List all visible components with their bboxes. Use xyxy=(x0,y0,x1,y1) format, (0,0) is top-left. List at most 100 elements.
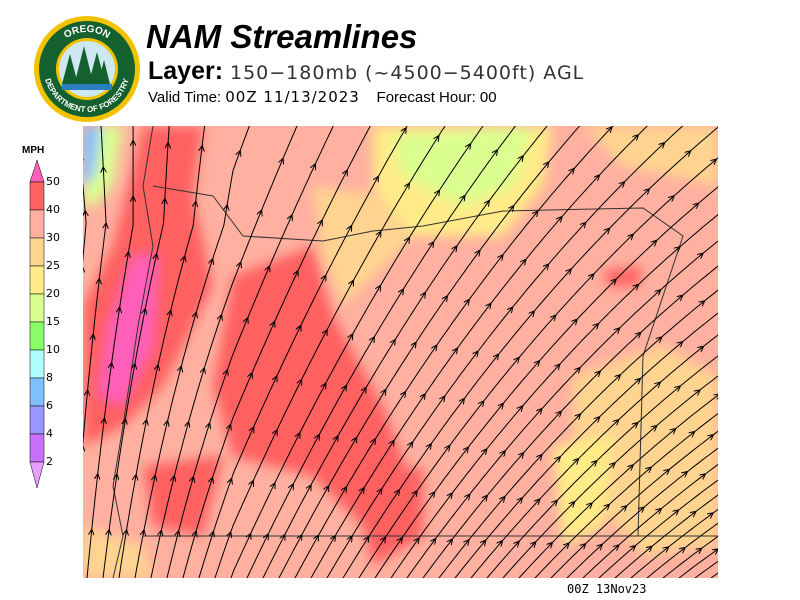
streamline-arrow xyxy=(195,313,196,317)
streamline-arrow xyxy=(299,536,301,540)
streamline-arrow xyxy=(298,433,300,437)
streamlines xyxy=(83,126,718,578)
streamline-arrow xyxy=(702,474,705,476)
streamline-arrow xyxy=(211,478,212,482)
streamline-arrow xyxy=(557,457,560,460)
streamline-arrow xyxy=(616,328,619,331)
streamline-arrow xyxy=(324,276,326,280)
streamline-arrow xyxy=(617,375,620,378)
streamline-arrow xyxy=(566,544,569,547)
streamline-arrow xyxy=(393,340,395,343)
streamline-arrow xyxy=(336,437,338,440)
streamline xyxy=(198,126,408,578)
valid-time-value: 00Z 11/13/2023 xyxy=(225,88,360,106)
streamline-arrow xyxy=(455,349,457,352)
streamline-arrow xyxy=(351,281,353,285)
streamline-arrow xyxy=(488,304,490,307)
streamline-arrow xyxy=(571,502,574,505)
streamline-arrow xyxy=(226,206,227,210)
streamline-arrow xyxy=(354,438,356,441)
streamline xyxy=(710,572,718,578)
streamline-arrow xyxy=(558,412,561,415)
streamline-arrow xyxy=(160,531,161,535)
streamline-arrow xyxy=(344,386,346,389)
streamline-arrow xyxy=(437,191,439,194)
streamline xyxy=(83,126,107,447)
streamline-arrow xyxy=(326,486,328,489)
legend-label: 6 xyxy=(46,399,53,412)
streamline-arrow xyxy=(595,324,598,327)
streamline-arrow xyxy=(577,415,580,418)
streamline-arrow xyxy=(520,453,523,456)
streamline-arrow xyxy=(154,476,155,480)
streamline-arrow xyxy=(317,435,319,439)
streamline xyxy=(390,214,718,578)
streamline-arrow xyxy=(401,290,403,293)
streamline-arrow xyxy=(589,503,592,506)
streamline-arrow xyxy=(709,513,712,515)
streamline-arrow xyxy=(606,229,609,232)
streamline-arrow xyxy=(559,217,562,220)
streamline-arrow xyxy=(679,342,682,345)
streamline-arrow xyxy=(220,315,221,319)
streamline-arrow xyxy=(687,151,690,154)
streamline-arrow xyxy=(465,448,467,451)
streamline-arrow xyxy=(535,212,538,215)
streamline-arrow xyxy=(290,216,292,220)
streamline-arrow xyxy=(698,549,701,551)
streamline-arrow xyxy=(606,505,609,508)
streamline-arrow xyxy=(713,160,716,163)
streamline-arrow xyxy=(260,211,262,215)
streamline-arrow xyxy=(454,247,456,250)
streamline-arrow xyxy=(468,144,470,147)
streamline-arrow xyxy=(630,235,633,238)
streamline-arrow xyxy=(520,407,523,410)
state-borders xyxy=(112,126,718,578)
streamline-arrow xyxy=(195,532,196,536)
legend-swatch xyxy=(29,265,45,295)
streamline-arrow xyxy=(546,163,549,166)
streamline-arrow xyxy=(637,379,640,382)
streamline xyxy=(438,289,718,578)
streamline-arrow xyxy=(275,377,277,381)
forecast-hour-label: Forecast Hour: xyxy=(376,89,476,106)
streamline-arrow xyxy=(495,151,497,154)
forecast-hour-value: 00 xyxy=(479,89,497,106)
streamline-arrow xyxy=(681,548,684,550)
streamline-arrow xyxy=(325,330,327,334)
streamline-arrow xyxy=(632,546,635,549)
legend-swatch xyxy=(29,321,45,351)
streamline xyxy=(134,126,250,578)
streamline-arrow xyxy=(109,530,110,534)
streamline xyxy=(614,494,718,578)
streamline-arrow xyxy=(630,465,633,468)
streamline-arrow xyxy=(299,380,301,384)
streamline-arrow xyxy=(615,420,618,423)
streamline-arrow xyxy=(378,286,380,289)
streamline-arrow xyxy=(496,355,498,358)
streamline-arrow xyxy=(366,537,368,540)
streamline-arrow xyxy=(211,260,212,264)
streamline xyxy=(470,334,718,578)
streamline-arrow xyxy=(467,495,469,498)
streamline-arrow xyxy=(376,177,378,180)
streamline-arrow xyxy=(344,487,346,490)
streamline-arrow xyxy=(671,196,674,199)
streamline-arrow xyxy=(125,420,126,424)
streamline-arrow xyxy=(313,165,315,169)
streamline-arrow xyxy=(350,335,352,338)
streamline-arrow xyxy=(442,397,444,400)
streamline-arrow xyxy=(499,541,502,544)
streamline-arrow xyxy=(445,297,447,300)
streamline-arrow xyxy=(403,392,405,395)
streamline-arrow xyxy=(484,450,487,453)
streamline-arrow xyxy=(144,309,145,313)
streamline-arrow xyxy=(299,326,301,330)
streamline-arrow xyxy=(537,500,540,503)
streamline-arrow xyxy=(111,363,112,367)
streamline-arrow xyxy=(539,455,542,458)
streamline-arrow xyxy=(599,545,602,548)
streamline-arrow xyxy=(462,196,464,199)
streamline-arrow xyxy=(641,508,644,511)
streamline-arrow xyxy=(696,390,699,392)
